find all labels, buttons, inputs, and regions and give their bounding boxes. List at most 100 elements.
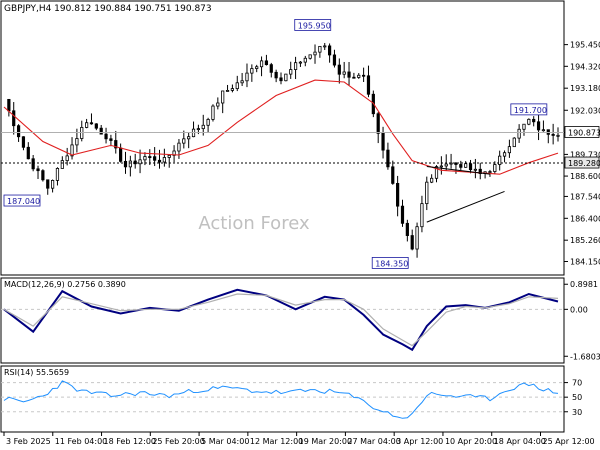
price-reference-lines: 190.873 189.280 (1, 126, 600, 169)
candle-body (36, 168, 40, 172)
candle-body (55, 168, 60, 181)
candle-body (342, 71, 346, 75)
price-tick-label: 185.260 (570, 236, 600, 245)
candle-body (478, 168, 482, 174)
time-tick-label: 19 Mar 20:00 (299, 437, 352, 446)
candle-body (99, 127, 103, 135)
time-tick-label: 25 Feb 20:00 (152, 437, 204, 446)
candle-body (444, 163, 448, 167)
candle-body (313, 51, 317, 56)
candle-body (332, 54, 337, 66)
macd-main-line (3, 288, 559, 352)
candle-body (293, 62, 298, 70)
candle-body (362, 74, 366, 77)
time-tick-label: 3 Feb 2025 (6, 437, 51, 446)
candle-body (104, 133, 108, 140)
candle-body (303, 57, 307, 63)
price-tick-label: 195.450 (570, 41, 600, 50)
candle-body (541, 129, 546, 132)
candle-body (148, 156, 152, 158)
price-tick-label: 194.320 (570, 62, 600, 71)
candle-body (245, 72, 249, 82)
rsi-panel-frame (0, 365, 565, 433)
candle-body (216, 102, 220, 107)
candle-body (308, 54, 312, 59)
candle-body (89, 122, 94, 125)
candle-body (177, 142, 181, 152)
candle-body (80, 127, 84, 139)
candle-body (109, 138, 113, 141)
time-tick-label: 5 Mar 04:00 (201, 437, 249, 446)
candle-body (16, 125, 21, 138)
candle-body (420, 203, 424, 228)
candle-body (498, 155, 502, 165)
candle-body (551, 133, 555, 136)
candle-body (255, 66, 259, 69)
candle-body (172, 150, 176, 156)
candle-body (400, 205, 405, 224)
time-tick-label: 18 Apr 04:00 (494, 437, 546, 446)
candle-body (522, 123, 526, 130)
price-markers: 195.950 191.700 184.350 187.040 (3, 19, 548, 269)
marker-box-high (510, 103, 548, 116)
candle-body (230, 88, 235, 91)
candle-body (381, 132, 385, 151)
candle-body (201, 124, 205, 130)
candle-body (347, 71, 351, 78)
marker-label-high: 195.950 (298, 21, 331, 30)
candle-body (318, 45, 322, 53)
candle-body (415, 226, 419, 250)
candle-body (459, 164, 463, 168)
candle-body (206, 119, 210, 126)
time-tick-label: 10 Apr 20:00 (445, 437, 497, 446)
candle-body (7, 98, 11, 112)
time-tick-label: 27 Mar 04:00 (347, 437, 400, 446)
candle-body (143, 156, 147, 161)
macd-axis-ticks: 0.8981 0.00 -1.6803 (564, 280, 600, 361)
candle-body (269, 64, 273, 73)
candle-body (405, 222, 409, 236)
candle-body (119, 147, 123, 162)
macd-signal-line (3, 293, 559, 347)
macd-tick-label: 0.00 (570, 305, 588, 314)
candle-body (352, 76, 356, 79)
candle-body (493, 164, 497, 172)
candle-body (327, 45, 332, 56)
candle-body (323, 45, 327, 48)
candle-body (211, 105, 215, 120)
macd-series (1, 288, 564, 352)
candle-body (396, 182, 400, 207)
candle-body (75, 138, 79, 146)
rsi-tick-label: 30 (572, 408, 582, 417)
time-tick-label: 18 Feb 12:00 (104, 437, 156, 446)
candle-body (128, 160, 132, 168)
candle-body (298, 61, 303, 64)
macd-tick-label: 0.8981 (570, 280, 598, 289)
marker-box-low (371, 257, 409, 269)
candle-body (114, 140, 118, 149)
candle-body (138, 159, 142, 165)
candle-body (41, 170, 45, 181)
candle-body (507, 146, 512, 154)
price-panel-frame (0, 0, 565, 276)
rsi-title: RSI(14) 55.5659 (4, 368, 69, 377)
candle-body (21, 136, 26, 148)
candle-body (274, 71, 278, 79)
candle-body (366, 75, 371, 95)
candle-body (85, 122, 89, 128)
price-tick-label: 189.730 (570, 150, 600, 159)
candle-body (153, 156, 157, 161)
candle-body (187, 136, 191, 140)
price-tick-label: 187.540 (570, 192, 600, 201)
rsi-series (1, 380, 564, 419)
triangle-upper-line (426, 165, 491, 175)
rsi-tick-label: 70 (572, 379, 582, 388)
marker-label-low: 187.040 (7, 197, 40, 206)
triangle-pattern (426, 165, 505, 223)
price-label-box (564, 126, 600, 138)
candle-body (502, 152, 507, 157)
candle-body (46, 179, 50, 189)
candle-body (157, 159, 162, 163)
candlestick-series (7, 42, 560, 258)
